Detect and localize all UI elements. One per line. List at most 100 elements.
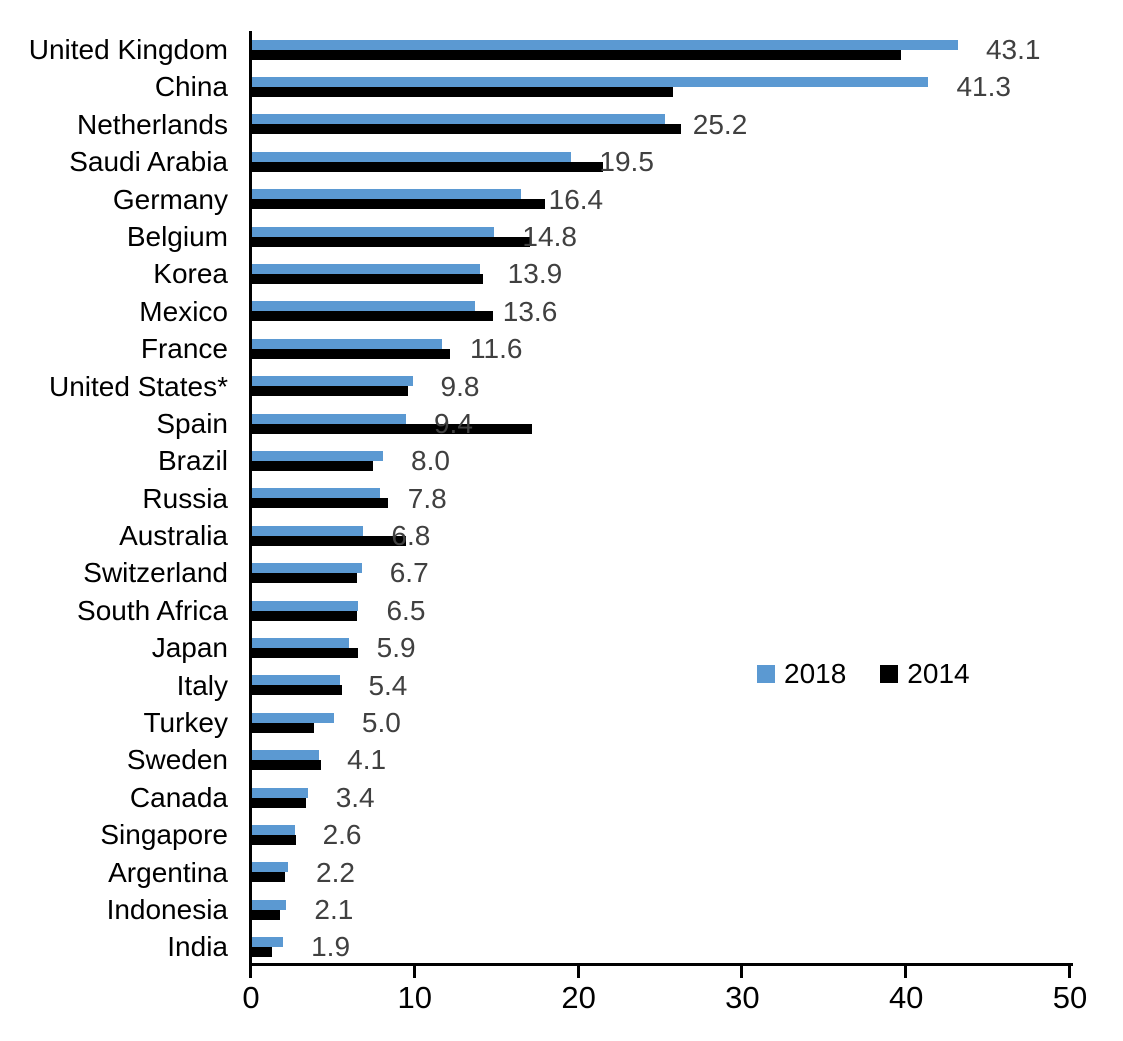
value-label: 6.5	[386, 594, 426, 626]
category-label: Mexico	[139, 295, 228, 327]
category-label: Italy	[176, 669, 228, 701]
chart-row: Mexico 13.6	[0, 293, 1123, 330]
bar-group	[252, 114, 682, 135]
chart-row: Japan 5.9	[0, 629, 1123, 666]
category-label: Turkey	[143, 707, 228, 739]
category-label: Brazil	[157, 445, 228, 477]
category-label: Argentina	[108, 856, 228, 888]
bar-group	[252, 450, 384, 471]
value-label: 43.1	[985, 34, 1041, 65]
legend-item-2018: 2018	[757, 660, 846, 688]
chart-row: Belgium 14.8	[0, 218, 1123, 255]
bar-2014	[252, 722, 315, 733]
bar-2018	[252, 750, 320, 761]
value-label: 9.8	[440, 370, 480, 402]
x-tick-label: 30	[725, 980, 760, 1015]
bar-2018	[252, 675, 341, 686]
bar-2014	[252, 647, 359, 658]
bar-2018	[252, 488, 380, 499]
x-tick-mark	[412, 966, 416, 978]
bar-2014	[252, 947, 272, 958]
chart-row: France 11.6	[0, 330, 1123, 367]
bar-2018	[252, 787, 308, 798]
legend-swatch-2018	[757, 665, 775, 683]
bar-2018	[252, 525, 364, 536]
bar-2014	[252, 797, 307, 808]
value-label: 11.6	[470, 333, 523, 365]
x-axis-line	[249, 963, 1073, 966]
bar-group	[252, 488, 388, 509]
bar-2014	[252, 386, 408, 397]
chart-row: Russia 7.8	[0, 480, 1123, 517]
category-label: Indonesia	[106, 893, 228, 925]
category-label: Korea	[153, 258, 228, 290]
value-label: 1.9	[311, 931, 351, 963]
value-label: 6.8	[391, 520, 431, 552]
bar-2018	[252, 264, 480, 275]
value-label: 3.4	[335, 781, 375, 813]
category-label: Netherlands	[77, 108, 228, 140]
chart-row: United Kingdom 43.1	[0, 31, 1123, 68]
value-label: 8.0	[411, 445, 450, 477]
value-label: 4.1	[347, 744, 387, 776]
bar-2018	[252, 114, 665, 125]
bar-group	[252, 226, 531, 247]
chart-row: Canada 3.4	[0, 779, 1123, 816]
bar-group	[252, 824, 297, 845]
category-label: United States*	[49, 370, 228, 402]
bar-2014	[252, 685, 343, 696]
bar-group	[252, 787, 308, 808]
bar-2018	[252, 151, 572, 162]
category-label: Germany	[112, 183, 228, 215]
bar-2014	[252, 124, 682, 135]
bar-group	[252, 376, 413, 397]
x-tick-label: 0	[242, 980, 260, 1015]
bar-2014	[252, 573, 357, 584]
value-label: 19.5	[599, 146, 654, 178]
bar-2014	[252, 872, 285, 883]
bar-2018	[252, 824, 295, 835]
bar-group	[252, 301, 493, 322]
bar-2018	[252, 450, 384, 461]
bar-2014	[252, 87, 673, 98]
category-label: India	[167, 931, 228, 963]
x-tick-mark	[576, 966, 580, 978]
category-label: Belgium	[126, 220, 228, 252]
value-label: 14.8	[522, 220, 577, 252]
x-tick-mark	[249, 966, 252, 978]
value-label: 6.7	[389, 557, 429, 589]
bar-group	[252, 600, 359, 621]
category-label: Saudi Arabia	[69, 146, 228, 178]
x-tick-mark	[740, 966, 744, 978]
bar-2014	[252, 423, 533, 434]
x-tick-mark	[1068, 966, 1071, 978]
bar-2018	[252, 39, 958, 50]
bar-2014	[252, 348, 451, 359]
bar-2018	[252, 937, 284, 948]
bar-group	[252, 750, 321, 771]
legend-label: 2018	[784, 658, 847, 689]
x-tick-label: 20	[561, 980, 596, 1015]
bar-2018	[252, 899, 287, 910]
bar-2018	[252, 563, 362, 574]
chart-rows: United Kingdom 43.1 China 41.3 Netherlands 25…	[0, 31, 1123, 966]
value-label: 41.3	[956, 71, 1011, 103]
bar-2014	[252, 460, 374, 471]
y-axis-line	[249, 31, 252, 966]
value-label: 2.6	[322, 819, 362, 851]
bar-2018	[252, 338, 442, 349]
chart-row: Brazil 8.0	[0, 442, 1123, 479]
chart-row: Korea 13.9	[0, 255, 1123, 292]
x-tick-mark	[904, 966, 908, 978]
chart-legend: 2018 2014	[757, 660, 970, 688]
bar-2014	[252, 236, 531, 247]
bar-group	[252, 563, 362, 584]
bar-2018	[252, 376, 413, 387]
value-label: 25.2	[692, 108, 748, 140]
bar-group	[252, 712, 334, 733]
chart-row: Australia 6.8	[0, 517, 1123, 554]
category-label: Singapore	[100, 819, 228, 851]
legend-swatch-2014	[880, 665, 899, 683]
chart-row: Argentina 2.2	[0, 854, 1123, 891]
